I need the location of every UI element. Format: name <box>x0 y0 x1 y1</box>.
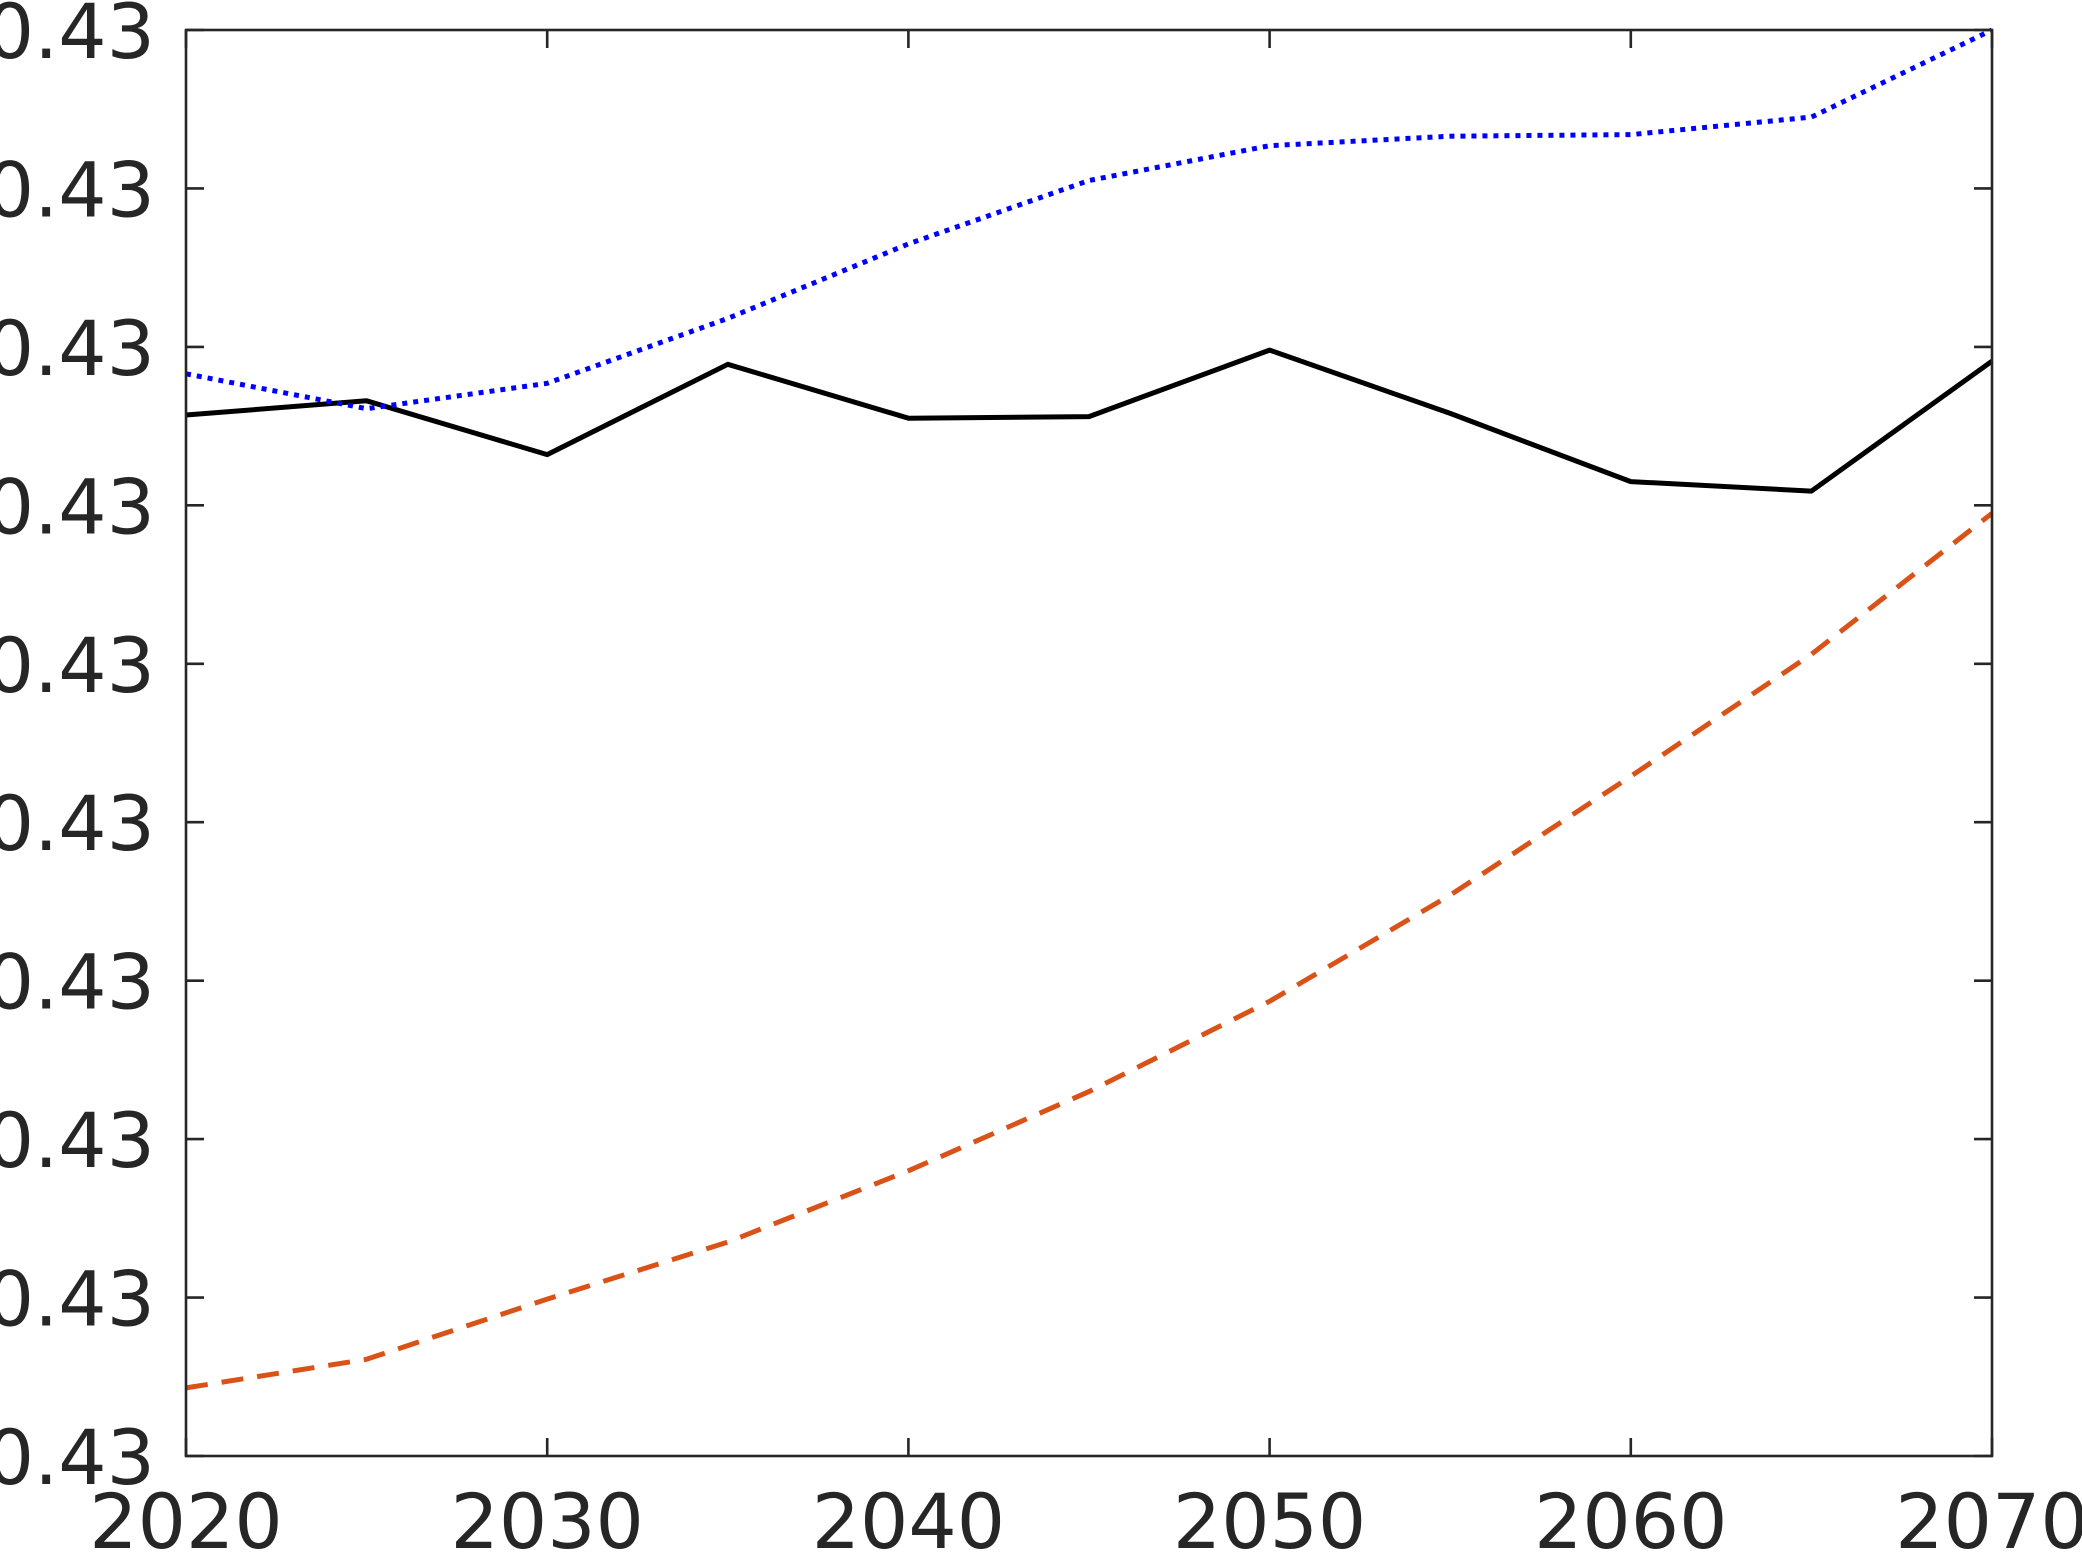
y-tick-label: 0.43 <box>0 779 155 868</box>
y-tick-label: 0.43 <box>0 1096 155 1185</box>
y-tick-label: 0.43 <box>0 0 155 76</box>
y-tick-label: 0.43 <box>0 621 155 710</box>
series-layer <box>185 27 1994 1391</box>
x-tick-label: 2030 <box>450 1477 643 1553</box>
y-tick-label: 0.43 <box>0 304 155 393</box>
x-tick-label: 2070 <box>1895 1477 2082 1553</box>
x-tick-label: 2050 <box>1173 1477 1366 1553</box>
x-tick-label: 2060 <box>1534 1477 1727 1553</box>
axes-box <box>184 28 1994 1458</box>
series-line-2 <box>185 511 1994 1391</box>
x-tick-label: 2040 <box>812 1477 1005 1553</box>
series-line-1 <box>185 347 1994 494</box>
series-line-3 <box>185 27 1994 412</box>
y-tick-label: 0.43 <box>0 1413 155 1502</box>
y-tick-label: 0.43 <box>0 1255 155 1344</box>
x-tick-label: 2020 <box>89 1477 282 1553</box>
y-tick-label: 0.43 <box>0 145 155 234</box>
y-tick-label: 0.43 <box>0 938 155 1027</box>
y-tick-label: 0.43 <box>0 462 155 551</box>
